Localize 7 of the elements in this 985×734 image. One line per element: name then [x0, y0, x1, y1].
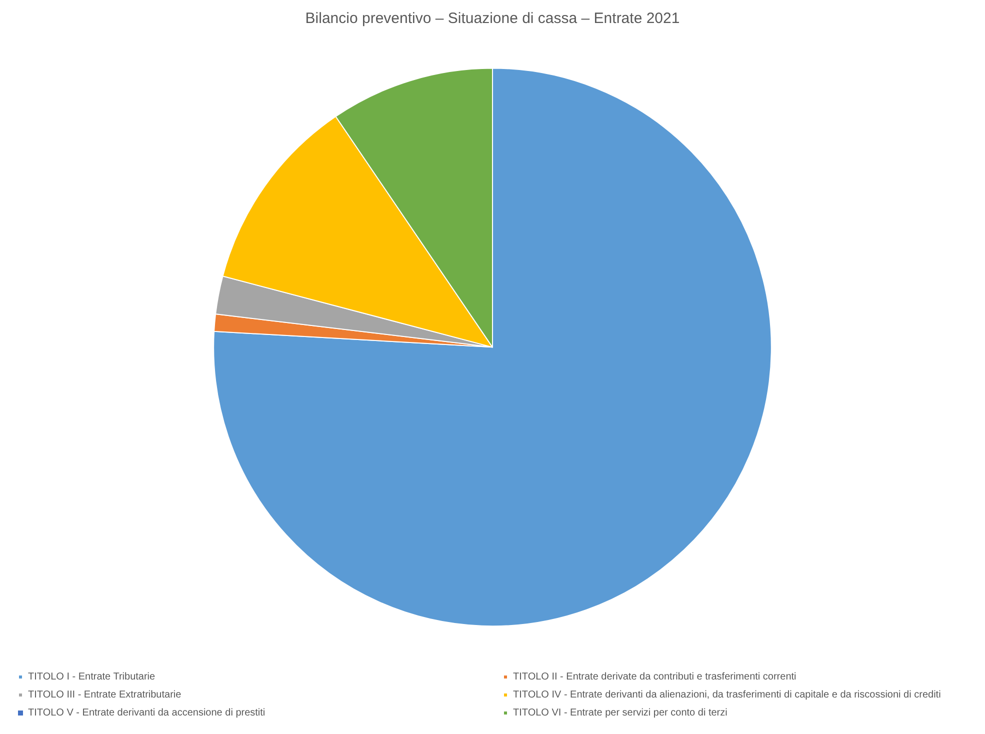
legend-label: TITOLO V - Entrate derivanti da accensione di prestiti [28, 708, 266, 718]
legend-label: TITOLO II - Entrate derivate da contributi e trasferimenti correnti [513, 672, 796, 682]
legend-label: TITOLO VI - Entrate per servizi per conto di terzi [513, 708, 728, 718]
legend-label: TITOLO I - Entrate Tributarie [28, 672, 156, 682]
legend-label: TITOLO IV - Entrate derivanti da alienazioni, da trasferimenti di capitale e da riscossioni di crediti [513, 690, 941, 700]
legend-label: TITOLO III - Entrate Extratributarie [28, 690, 182, 700]
chart-title: Bilancio preventivo – Situazione di cassa – Entrate 2021 [305, 10, 680, 27]
